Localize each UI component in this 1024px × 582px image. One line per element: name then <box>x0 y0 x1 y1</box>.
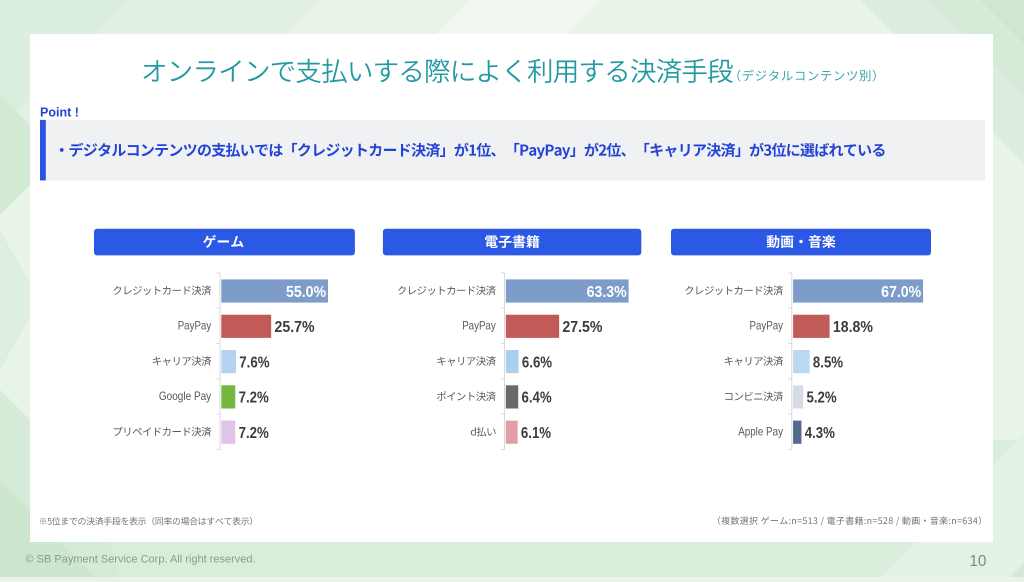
svg-text:10: 10 <box>969 553 986 570</box>
svg-text:55.0%: 55.0% <box>286 284 326 301</box>
svg-text:7.2%: 7.2% <box>239 425 269 442</box>
svg-text:Point !: Point ! <box>40 106 79 120</box>
svg-text:6.1%: 6.1% <box>521 425 551 442</box>
svg-text:Apple Pay: Apple Pay <box>738 426 783 439</box>
svg-text:5.2%: 5.2% <box>807 390 837 407</box>
svg-text:8.5%: 8.5% <box>813 354 843 371</box>
svg-text:7.6%: 7.6% <box>239 354 269 371</box>
svg-text:© SB Payment Service Corp. All: © SB Payment Service Corp. All right res… <box>26 554 256 566</box>
svg-text:PayPay: PayPay <box>462 320 496 333</box>
svg-text:PayPay: PayPay <box>178 320 212 333</box>
svg-text:6.6%: 6.6% <box>522 354 552 371</box>
svg-text:18.8%: 18.8% <box>833 319 873 336</box>
svg-text:Google Pay: Google Pay <box>159 390 211 403</box>
svg-text:25.7%: 25.7% <box>275 319 315 336</box>
svg-text:6.4%: 6.4% <box>522 390 552 407</box>
svg-text:63.3%: 63.3% <box>587 284 627 301</box>
svg-text:PayPay: PayPay <box>750 320 784 333</box>
svg-text:7.2%: 7.2% <box>239 390 269 407</box>
svg-text:27.5%: 27.5% <box>562 319 602 336</box>
svg-text:4.3%: 4.3% <box>805 425 835 442</box>
svg-text:67.0%: 67.0% <box>881 284 921 301</box>
